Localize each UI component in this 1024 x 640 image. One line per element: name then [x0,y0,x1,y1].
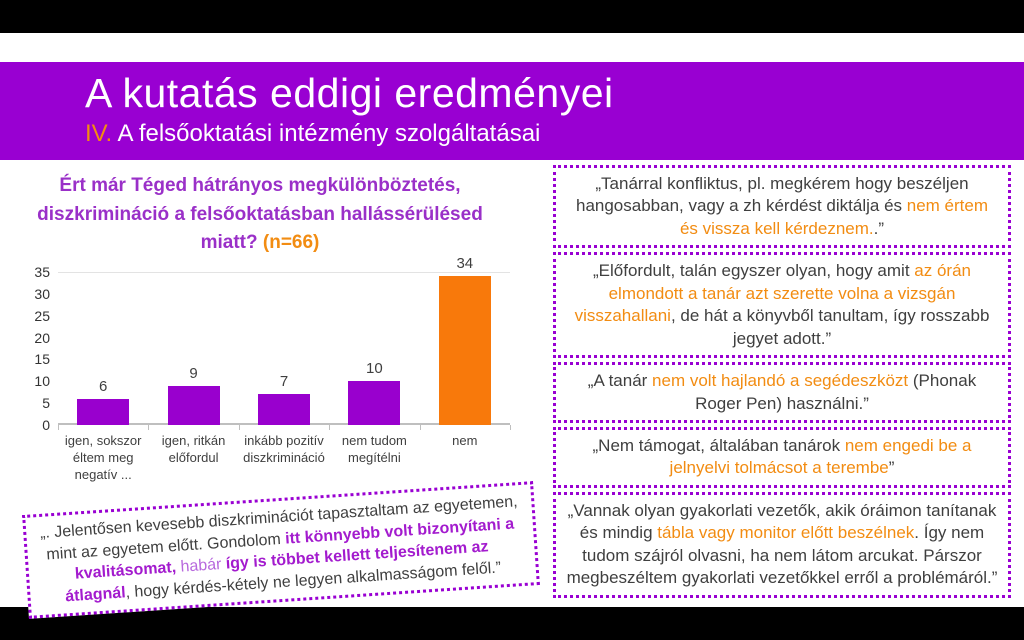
text-segment: „Vannak olyan gyakorlati vezetők, akik ó… [567,500,997,543]
text-segment: „Előfordult, talán egyszer olyan, hogy a… [593,261,915,281]
bar [167,385,220,425]
quote-box-3: „A tanár nem volt hajlandó a segédeszköz… [553,362,1011,423]
x-axis-tick [238,425,240,430]
quote-box-1: „Tanárral konfliktus, pl. megkérem hogy … [553,165,1011,249]
text-segment: „A tanár [587,371,653,391]
bar-chart: 0 5 10 15 20 25 30 35 6 igen, sokszor éltem meg n… [18,255,523,500]
x-axis-tick [148,425,150,430]
bar-value-label: 7 [279,373,289,391]
x-axis-tick [419,425,421,430]
letterbox-bottom [0,607,1024,640]
text-segment: Ért már Téged hátrányos megkülönböztetés… [37,175,483,253]
x-category-label: igen, ritkán előfordul [161,433,226,465]
subtitle-text: A felsőoktatási intézmény szolgáltatásai [112,120,541,147]
x-axis-tick [510,425,511,430]
y-tick-label: 15 [34,351,50,368]
text-segment: „Nem támogat, általában tanárok [592,435,845,455]
text-segment: .” [873,218,885,238]
bar [438,276,491,425]
text-segment: „Tanárral konfliktus, pl. megkérem hogy … [575,174,969,216]
text-segment: (n=66) [262,232,320,253]
text-segment: az órán elmondott a tanár azt szerette v… [574,261,971,326]
x-category-label: inkább pozitív diszkrimináció [243,433,325,465]
letterbox-top [0,0,1024,33]
text-segment: ” [888,458,895,478]
y-tick-label: 5 [42,395,50,412]
bar-value-label: 34 [456,255,474,273]
bar-value-label: 9 [189,364,198,382]
y-tick-label: 0 [42,417,50,433]
page-subtitle: IV. A felsőoktatási intézmény szolgáltat… [85,120,540,148]
quote-box-4: „Nem támogat, általában tanárok nem enge… [553,426,1011,488]
quotes-column: „Tanárral konfliktus, pl. megkérem hogy … [553,165,1011,598]
header-band: A kutatás eddigi eredményei IV. A felsőo… [0,62,1024,160]
text-segment: nem engedi be a jelnyelvi tolmácsot a te… [669,435,972,478]
y-tick-label: 35 [34,264,50,280]
x-axis-tick [329,425,331,430]
bar [77,398,130,425]
y-tick-label: 20 [34,329,50,346]
rotated-quote-box: „. Jelentősen kevesebb diszkriminációt t… [22,481,540,620]
page-title: A kutatás eddigi eredményei [85,70,614,116]
x-axis-tick [58,425,59,430]
text-segment: tábla vagy monitor előtt beszélnek [657,523,915,543]
x-category-label: igen, sokszor éltem meg negatív ... [64,433,142,482]
y-tick-label: 30 [34,285,50,302]
subtitle-number: IV. [85,120,113,147]
text-segment: nem volt hajlandó a segédeszközt [652,371,909,391]
text-segment: . Így nem tudom szájról olvasni, ha nem … [566,523,998,588]
chart-question: Ért már Téged hátrányos megkülönböztetés… [25,172,495,258]
bar [258,394,310,425]
bar [348,381,401,425]
quote-box-2: „Előfordult, talán egyszer olyan, hogy a… [553,252,1011,359]
text-segment: nem értem és vissza kell kérdeznem. [679,196,989,238]
x-category-label: nem [452,433,478,448]
text-segment: habár [175,555,227,577]
bar-value-label: 10 [366,360,383,378]
text-segment: (Phonak Roger Pen) használni.” [695,371,977,413]
x-category-label: nem tudom megítélni [341,433,407,465]
text-segment: , de hát a könyvből tanultam, így rossza… [670,306,990,348]
y-tick-label: 10 [34,373,50,390]
bar-value-label: 6 [99,377,108,395]
quote-box-5: „Vannak olyan gyakorlati vezetők, akik ó… [553,491,1011,598]
y-tick-label: 25 [34,307,50,324]
